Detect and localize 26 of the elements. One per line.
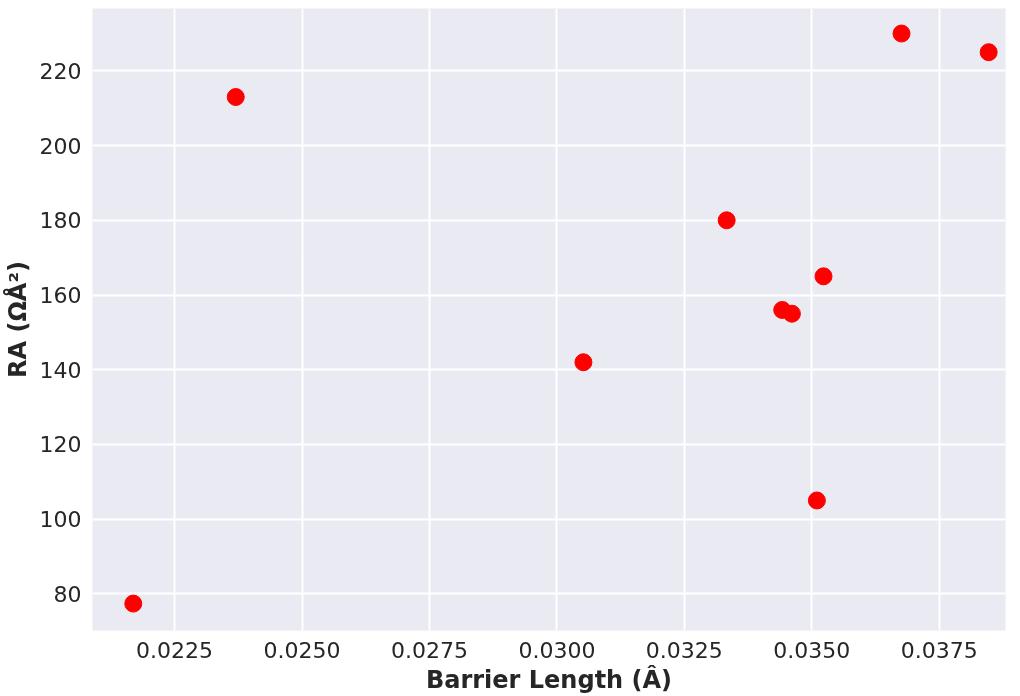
y-tick-label: 100 (39, 507, 82, 533)
x-tick-label: 0.0225 (136, 637, 214, 663)
point (979, 43, 998, 62)
y-tick-label: 160 (39, 283, 82, 309)
y-tick-label: 120 (39, 432, 82, 458)
x-tick-label: 0.0350 (773, 637, 851, 663)
y-tick-label: 220 (39, 58, 82, 84)
y-tick-label: 140 (39, 357, 82, 383)
point (717, 211, 736, 230)
point (892, 24, 911, 43)
y-axis-title: RA (ΩÅ²) (2, 261, 32, 378)
y-tick-label: 180 (39, 208, 82, 234)
x-tick-label: 0.0275 (390, 637, 468, 663)
point (226, 88, 245, 107)
point (124, 594, 143, 613)
x-tick-label: 0.0300 (518, 637, 596, 663)
x-tick-label: 0.0325 (645, 637, 723, 663)
x-tick-label: 0.0375 (900, 637, 978, 663)
x-tick-label: 0.0250 (263, 637, 341, 663)
y-tick-label: 80 (53, 581, 82, 607)
x-axis-title: Barrier Length (Â) (425, 664, 673, 694)
point (807, 491, 826, 510)
point (814, 267, 833, 286)
point (782, 304, 801, 323)
point (574, 353, 593, 372)
y-tick-label: 200 (39, 133, 82, 159)
